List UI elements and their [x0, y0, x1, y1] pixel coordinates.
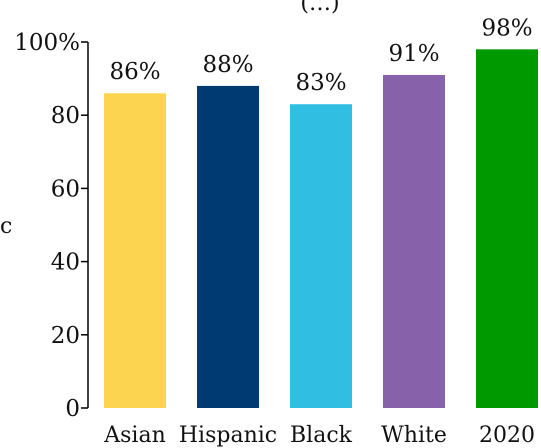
bar-labels-group: 86% 88% 83% 91% 98% [109, 15, 532, 96]
y-tick-label: 0 [65, 396, 80, 422]
bar-white [383, 74, 445, 408]
bar-black [290, 104, 352, 408]
data-label-2020: 98% [481, 15, 532, 41]
y-tick-label: 100% [14, 30, 80, 56]
bar-2020 [476, 49, 538, 408]
data-label-white: 91% [388, 41, 439, 67]
y-tick-label: 60 [51, 176, 80, 202]
data-label-hispanic: 88% [202, 52, 253, 78]
cropped-ylabel-fragment: c [0, 214, 12, 239]
bar-hispanic [197, 85, 259, 409]
category-label-2020: 2020 [479, 423, 535, 448]
y-tick-label: 40 [51, 250, 80, 276]
cropped-title-fragment: (…) [300, 0, 339, 16]
y-axis: 0 20 40 60 80 100% [14, 30, 89, 422]
category-labels-group: Asian Hispanic Black White 2020 [103, 423, 535, 448]
category-label-black: Black [290, 423, 353, 448]
data-label-asian: 86% [109, 59, 160, 85]
bar-asian [104, 93, 166, 409]
y-tick-label: 80 [51, 103, 80, 129]
data-label-black: 83% [295, 70, 346, 96]
category-label-white: White [381, 423, 447, 448]
y-tick-label: 20 [51, 323, 80, 349]
bars-group [104, 49, 538, 409]
category-label-asian: Asian [103, 423, 166, 448]
category-label-hispanic: Hispanic [179, 423, 277, 448]
